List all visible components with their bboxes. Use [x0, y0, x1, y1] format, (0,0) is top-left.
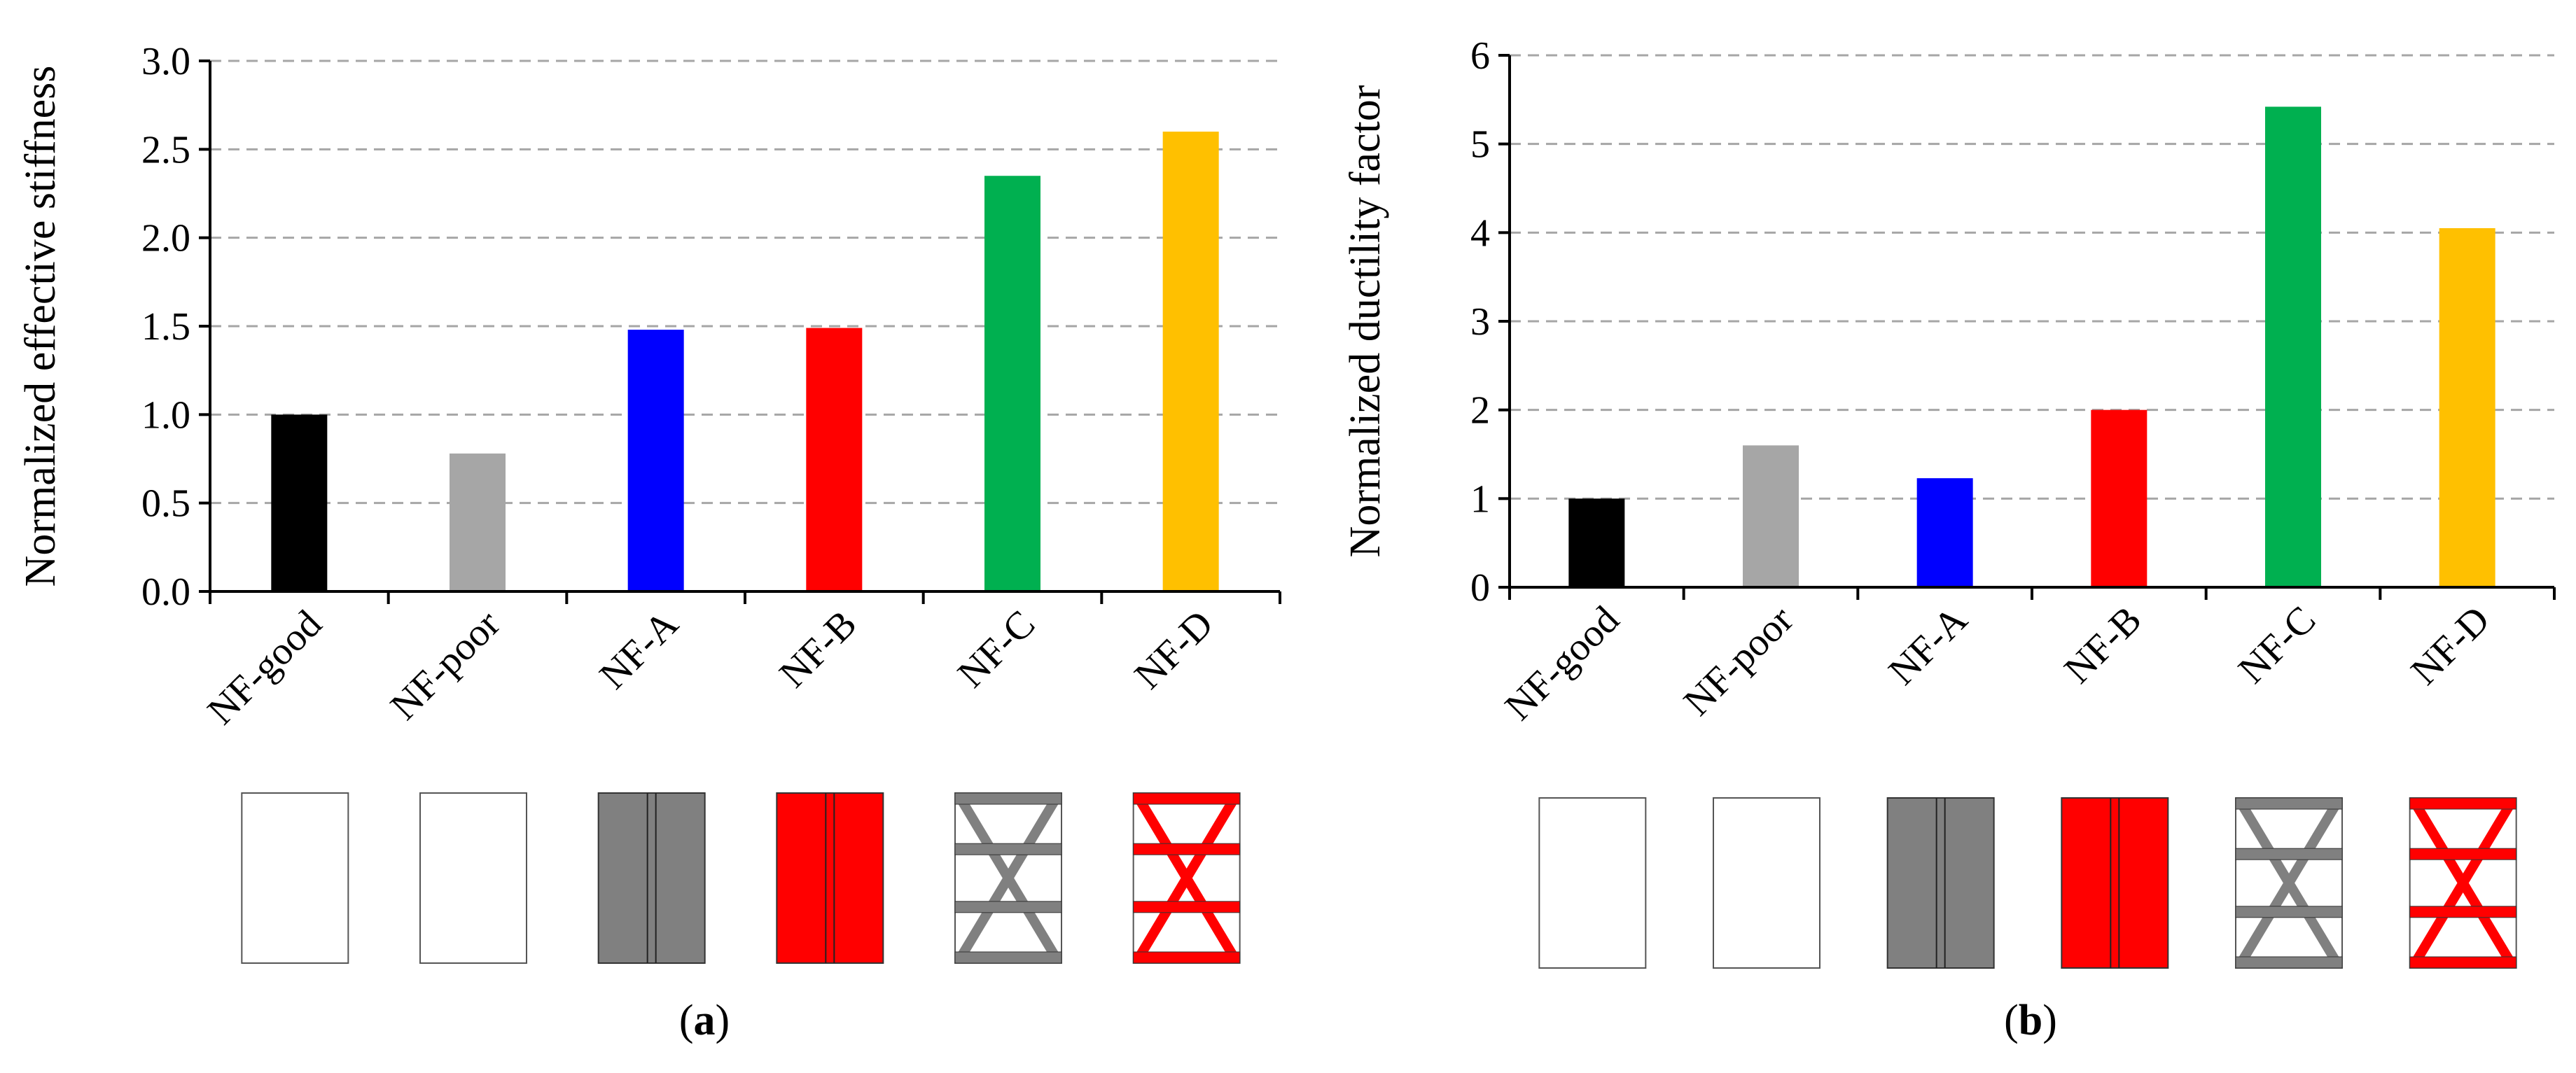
x-tick-label: NF-poor [382, 602, 508, 728]
bar-nf-d [2439, 228, 2495, 587]
bar-nf-c [2265, 106, 2321, 587]
band [2409, 797, 2517, 810]
bar-nf-b [806, 328, 863, 591]
band [1133, 843, 1241, 855]
caption-open: ( [679, 997, 694, 1044]
schematic-red-panel [776, 792, 884, 964]
y-axis-label: Normalized ductility factor [1342, 85, 1389, 557]
y-tick-label: 3 [1470, 300, 1490, 344]
bar-nf-good [1568, 498, 1625, 587]
bar-nf-poor [1743, 445, 1799, 587]
band [1133, 792, 1241, 805]
x-tick-label: NF-good [1497, 598, 1628, 729]
schematic-empty [419, 792, 527, 964]
x-tick-label: NF-good [200, 602, 330, 733]
y-tick-label: 1.0 [141, 393, 190, 437]
schematic-red-x-brace [1132, 792, 1241, 964]
y-tick-label: 1 [1470, 477, 1490, 521]
y-tick-label: 0 [1470, 566, 1490, 610]
band [954, 951, 1062, 964]
caption-letter: b [2019, 997, 2042, 1044]
x-tick-label: NF-poor [1676, 598, 1802, 724]
y-tick-label: 1.5 [141, 305, 190, 349]
schematic-grey-panel [597, 792, 706, 964]
y-axis-label: Normalized effective stiffness [17, 66, 64, 587]
x-tick-label: NF-C [949, 602, 1043, 696]
band [954, 843, 1062, 855]
schematic-empty [1538, 797, 1647, 969]
y-tick-label: 0.5 [141, 482, 190, 526]
caption-close: ) [2042, 997, 2057, 1044]
panel-caption: (a) [679, 997, 730, 1044]
y-tick-label: 0.0 [141, 570, 190, 614]
band [2409, 906, 2517, 918]
frame [1538, 797, 1647, 969]
band [1133, 951, 1241, 964]
bar-nf-c [984, 176, 1040, 591]
band [2235, 797, 2343, 810]
chart-panel-b: 0 1 2 3 4 5 6 NF-good NF-poor NF-A NF-B NF-C NF-D Nor… [1342, 34, 2556, 1044]
schematic-empty [1713, 797, 1820, 969]
schematic-red-x-brace [2409, 797, 2517, 969]
panel [2061, 797, 2169, 969]
brace [2236, 801, 2341, 965]
y-tick-label: 2.5 [141, 128, 190, 171]
bar-nf-poor [450, 453, 506, 591]
x-tick-label: NF-B [2056, 598, 2150, 692]
x-tick-label: NF-D [1127, 602, 1222, 697]
caption-open: ( [2004, 997, 2019, 1044]
band [954, 901, 1062, 913]
bar-nf-good [271, 414, 328, 591]
schematic-empty [241, 792, 349, 964]
x-tick-label: NF-D [2403, 598, 2498, 693]
panel [597, 792, 706, 964]
y-tick-label: 2.0 [141, 217, 190, 260]
chart-panel-a: 0.0 0.5 1.0 1.5 2.0 2.5 3.0 NF-good NF-poor NF-A N… [17, 40, 1281, 1044]
y-tick-label: 4 [1470, 211, 1490, 255]
bar-nf-b [2091, 409, 2147, 587]
frame [419, 792, 527, 964]
brace [956, 796, 1061, 960]
frame [241, 792, 349, 964]
y-tick-label: 2 [1470, 389, 1490, 433]
bar-nf-a [1916, 478, 1973, 587]
panel [776, 792, 884, 964]
band [2409, 956, 2517, 969]
bar-nf-a [627, 330, 684, 591]
brace [2411, 801, 2515, 965]
panel [1886, 797, 1995, 969]
x-tick-label: NF-A [592, 602, 688, 698]
caption-letter: a [694, 997, 716, 1044]
schematic-red-panel [2061, 797, 2169, 969]
y-tick-label: 5 [1470, 123, 1490, 167]
band [2235, 956, 2343, 969]
band [954, 792, 1062, 805]
caption-close: ) [716, 997, 730, 1044]
y-tick-label: 3.0 [141, 40, 190, 83]
schematic-grey-x-brace [2235, 797, 2343, 969]
x-tick-label: NF-A [1881, 598, 1977, 694]
band [2409, 848, 2517, 860]
band [2235, 848, 2343, 860]
bar-nf-d [1162, 132, 1219, 592]
schematic-grey-x-brace [954, 792, 1062, 964]
band [2235, 906, 2343, 918]
y-tick-label: 6 [1470, 34, 1490, 78]
schematic-grey-panel [1886, 797, 1995, 969]
band [1133, 901, 1241, 913]
x-tick-label: NF-B [771, 602, 865, 696]
brace [1134, 796, 1239, 960]
panel-caption: (b) [2004, 997, 2057, 1044]
x-tick-label: NF-C [2230, 598, 2324, 692]
frame [1713, 797, 1820, 969]
